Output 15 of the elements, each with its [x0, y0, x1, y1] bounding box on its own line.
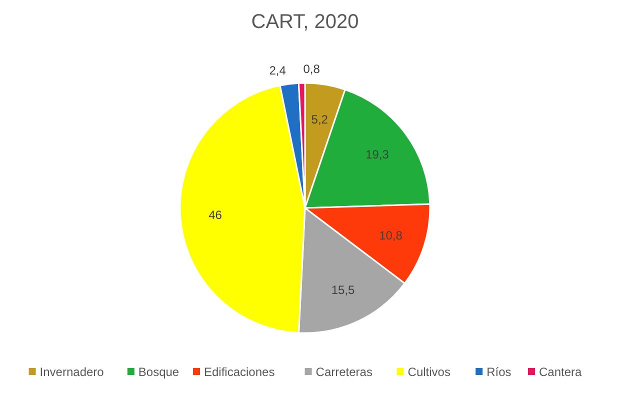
data-label: 10,8: [379, 228, 403, 242]
chart-title: CART, 2020: [251, 11, 359, 33]
legend-label: Cultivos: [408, 365, 450, 380]
data-label: 19,3: [366, 148, 390, 162]
legend-label: Invernadero: [40, 365, 104, 380]
legend-label: Ríos: [486, 365, 512, 380]
legend-label: Bosque: [138, 365, 180, 380]
data-label: 15,5: [331, 282, 356, 297]
legend-label: Carreteras: [316, 365, 372, 380]
data-label: 2,4: [269, 63, 286, 78]
legend-label: Edificaciones: [204, 365, 275, 380]
data-label: 5,2: [311, 112, 328, 126]
data-label: 0,8: [303, 62, 320, 76]
legend-label: Cantera: [539, 365, 582, 380]
data-label: 46: [208, 208, 222, 222]
